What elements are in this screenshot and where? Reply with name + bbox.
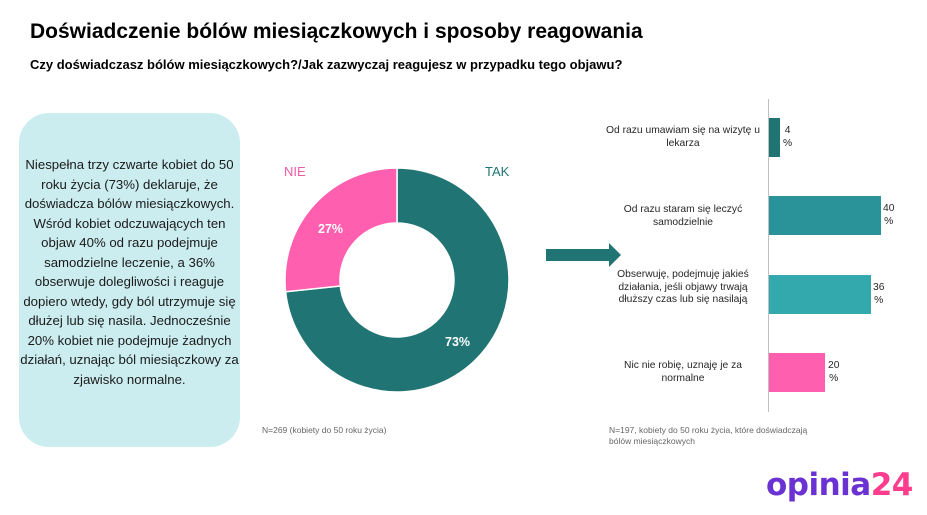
opinia24-logo: opinia24 — [766, 467, 913, 503]
legend-tak: TAK — [485, 164, 510, 179]
bar-value-4: 20% — [828, 360, 839, 385]
logo-text-opinia: opinia — [766, 467, 871, 503]
page-subtitle: Czy doświadczasz bólów miesiączkowych?/J… — [30, 57, 623, 72]
arrow-right-icon — [546, 243, 621, 267]
donut-value-tak: 73% — [445, 335, 471, 349]
bar-value-unit: % — [874, 294, 884, 306]
legend-nie: NIE — [284, 164, 306, 179]
summary-text: Niespełna trzy czwarte kobiet do 50 roku… — [20, 157, 239, 387]
donut-value-nie: 27% — [318, 222, 344, 236]
bar-sample-note: N=197, kobiety do 50 roku życia, które d… — [609, 425, 808, 446]
logo-text-24: 24 — [870, 467, 914, 503]
bar-value-number: 36 — [873, 282, 885, 293]
donut-sample-note: N=269 (kobiety do 50 roku życia) — [262, 425, 387, 435]
bar-1 — [769, 118, 780, 157]
bar-value-1: 4% — [783, 125, 792, 150]
bar-label-3: Obserwuję, podejmuję jakieś działania, j… — [617, 269, 749, 305]
bar-value-number: 20 — [828, 360, 840, 371]
bar-value-3: 36% — [873, 282, 884, 307]
bar-value-number: 40 — [883, 203, 895, 214]
donut-slice-nie — [284, 167, 398, 293]
bar-value-unit: % — [884, 215, 894, 227]
bar-value-unit: % — [783, 137, 793, 149]
bar-value-number: 4 — [784, 125, 791, 136]
bar-value-unit: % — [829, 372, 839, 384]
donut-slice-tak — [284, 167, 510, 393]
bar-value-2: 40% — [883, 203, 894, 228]
bar-3 — [769, 275, 871, 314]
summary-box — [19, 113, 240, 447]
bar-label-4: Nic nie robię, uznaję je za normalne — [624, 360, 742, 384]
bar-chart-axis — [768, 99, 769, 412]
page-title: Doświadczenie bólów miesiączkowych i spo… — [30, 20, 643, 43]
bar-4 — [769, 353, 825, 392]
bar-2 — [769, 196, 881, 235]
bar-label-1: Od razu umawiam się na wizytę u lekarza — [606, 125, 760, 149]
bar-label-2: Od razu staram się leczyć samodzielnie — [623, 204, 743, 228]
